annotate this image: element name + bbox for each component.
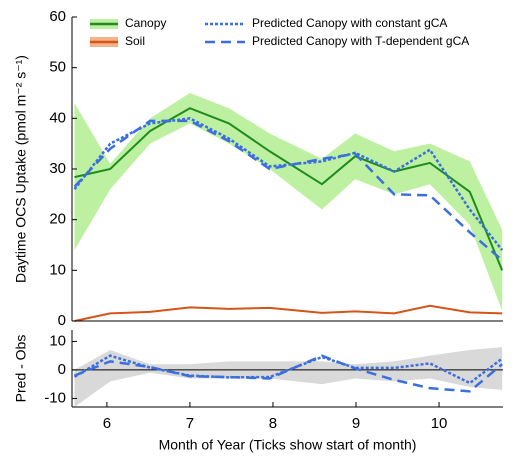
- y-tick-label: 0: [58, 361, 66, 378]
- series-line: [73, 119, 503, 262]
- y-tick-label: 40: [49, 109, 66, 126]
- y-tick-label: 10: [49, 332, 66, 349]
- x-tick-label: 9: [352, 415, 360, 432]
- legend-label: Soil: [125, 34, 145, 48]
- legend-label: Canopy: [125, 16, 166, 30]
- y-tick-label: 50: [49, 59, 66, 76]
- y-axis-label: Daytime OCS Uptake (pmol m⁻² s⁻¹): [13, 55, 29, 283]
- y-tick-label: 20: [49, 211, 66, 228]
- series-line: [74, 304, 503, 322]
- y-axis-label: Pred - Obs: [13, 335, 29, 403]
- y-tick-label: 10: [49, 261, 66, 278]
- y-tick-label: 0: [58, 312, 66, 329]
- y-tick-label: -10: [44, 389, 66, 406]
- legend-label: Predicted Canopy with T-dependent gCA: [252, 34, 469, 48]
- series-line: [74, 107, 504, 271]
- band: [74, 347, 503, 407]
- x-tick-label: 7: [186, 415, 194, 432]
- y-tick-label: 60: [49, 8, 66, 25]
- x-tick-label: 6: [103, 415, 111, 432]
- y-tick-label: 30: [49, 160, 66, 177]
- legend-label: Predicted Canopy with constant gCA: [252, 16, 447, 30]
- x-axis-label: Month of Year (Ticks show start of month…: [159, 437, 417, 453]
- x-tick-label: 8: [269, 415, 277, 432]
- series-line: [74, 354, 503, 393]
- x-tick-label: 10: [431, 415, 448, 432]
